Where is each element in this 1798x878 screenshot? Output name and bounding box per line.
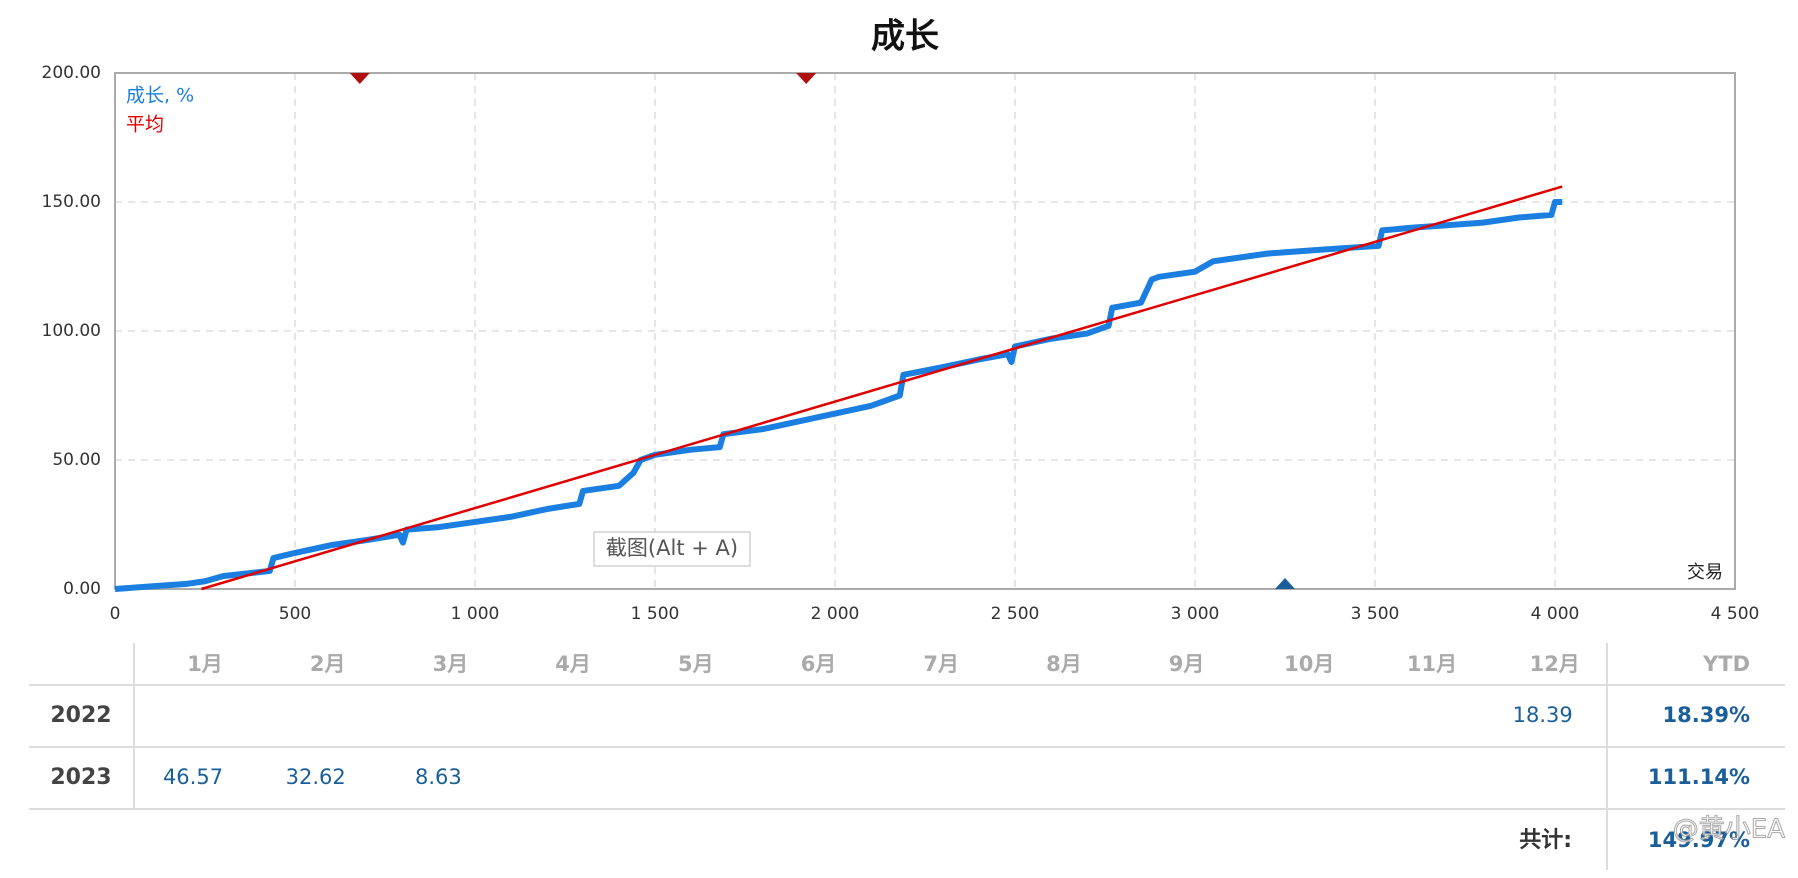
legend-entry: 平均 xyxy=(126,114,164,136)
top-marker xyxy=(349,73,370,84)
plot-frame xyxy=(114,72,1736,590)
x-tick-label: 3 500 xyxy=(1351,604,1400,624)
x-tick-label: 2 500 xyxy=(991,604,1040,624)
total-label: 共计: xyxy=(1519,828,1572,853)
x-tick-label: 4 000 xyxy=(1531,604,1580,624)
ytd-value: 18.39% xyxy=(1663,703,1750,727)
y-tick-label: 150.00 xyxy=(42,192,101,212)
x-tick-label: 2 000 xyxy=(811,604,860,624)
y-tick-label: 0.00 xyxy=(63,579,101,599)
series-line xyxy=(201,185,1563,591)
x-axis-label: 交易 xyxy=(1687,562,1723,583)
table-header: 6月 xyxy=(801,652,837,676)
x-tick-label: 3 000 xyxy=(1171,604,1220,624)
month-value: 8.63 xyxy=(415,765,462,789)
bottom-marker xyxy=(1275,578,1295,589)
legend-entry: 成长, % xyxy=(126,85,194,107)
watermark: @黄小EA xyxy=(1673,815,1785,845)
x-tick-label: 4 500 xyxy=(1711,604,1760,624)
table-header: 11月 xyxy=(1407,652,1457,676)
chart-title: 成长 xyxy=(871,17,939,57)
table-header: 8月 xyxy=(1046,652,1082,676)
tooltip: 截图(Alt + A) xyxy=(606,536,738,560)
table-header: 1月 xyxy=(187,652,223,676)
table-header: 9月 xyxy=(1169,652,1205,676)
y-tick-label: 200.00 xyxy=(42,63,101,83)
table-header: 12月 xyxy=(1530,652,1580,676)
table-header: 4月 xyxy=(555,652,591,676)
ytd-value: 111.14% xyxy=(1648,765,1750,789)
month-value: 18.39 xyxy=(1513,703,1573,727)
month-value: 46.57 xyxy=(163,765,223,789)
table-header: 3月 xyxy=(433,652,469,676)
total-value: 149.97% xyxy=(1648,828,1750,852)
tooltip-box xyxy=(593,531,751,567)
table-header: 2月 xyxy=(310,652,346,676)
table-header: YTD xyxy=(1702,652,1750,676)
x-tick-label: 0 xyxy=(110,604,121,624)
y-tick-label: 100.00 xyxy=(42,321,101,341)
x-tick-label: 1 000 xyxy=(451,604,500,624)
table-header: 7月 xyxy=(923,652,959,676)
top-marker xyxy=(796,73,817,84)
y-tick-label: 50.00 xyxy=(52,450,101,470)
x-tick-label: 1 500 xyxy=(631,604,680,624)
table-header: 10月 xyxy=(1284,652,1334,676)
x-tick-label: 500 xyxy=(279,604,311,624)
series-line xyxy=(114,199,1563,592)
row-year: 2022 xyxy=(50,703,111,728)
month-value: 32.62 xyxy=(286,765,346,789)
row-year: 2023 xyxy=(50,765,111,790)
table-header: 5月 xyxy=(678,652,714,676)
